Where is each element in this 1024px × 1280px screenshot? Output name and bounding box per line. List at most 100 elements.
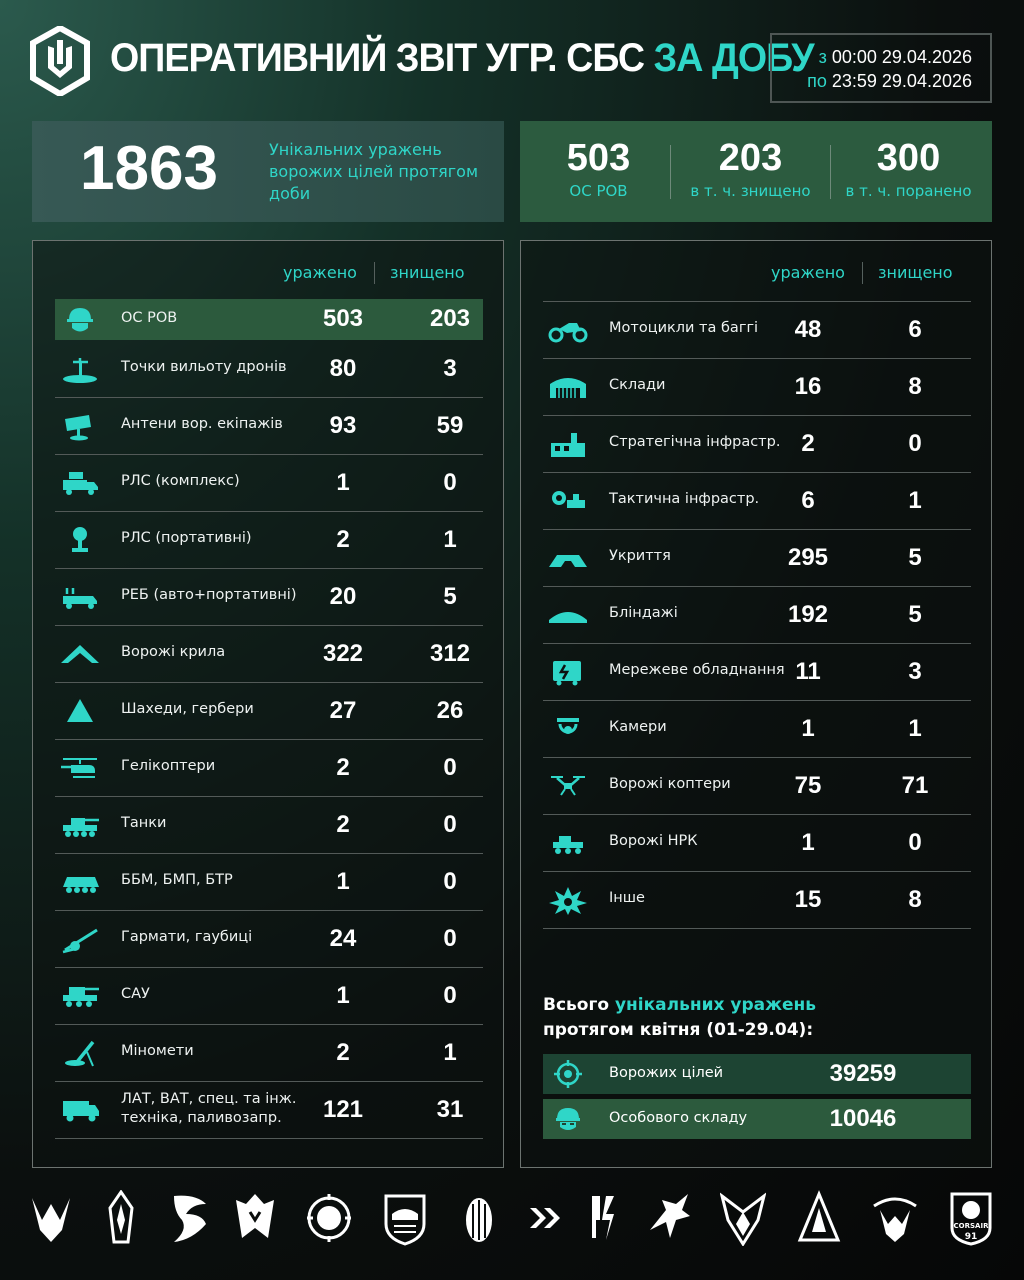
truck-icon: [59, 1095, 101, 1125]
destroyed-value: 0: [908, 829, 922, 856]
row-label: Гармати, гаубиці: [121, 929, 253, 945]
table-row: Мережеве обладнання 11 3: [543, 644, 971, 701]
row-label: Антени вор. екіпажів: [121, 416, 283, 432]
helicopter-icon: [59, 753, 101, 783]
hit-value: 16: [794, 373, 822, 400]
unit-emblem-13-icon: [872, 1190, 918, 1246]
table-row: Танки 2 0: [55, 797, 483, 854]
destroyed-value: 3: [908, 658, 922, 685]
total-label: Ворожих цілей: [609, 1065, 724, 1081]
unique-hits-value: 1863: [80, 134, 218, 203]
destroyed-value: 1: [908, 487, 922, 514]
destroyed-value: 0: [443, 868, 457, 895]
row-label: Інше: [609, 890, 645, 906]
table-row: Стратегічна інфрастр. 2 0: [543, 416, 971, 473]
table-row: Склади 16 8: [543, 359, 971, 416]
table-row: РЛС (комплекс) 1 0: [55, 455, 483, 512]
row-label: Ворожі НРК: [609, 833, 698, 849]
table-row: ОС РОВ 503 203: [55, 299, 483, 340]
dugout-icon: [547, 600, 589, 630]
row-label: РЕБ (авто+портативні): [121, 587, 297, 603]
table-row: Ворожі крила 322 312: [55, 626, 483, 683]
row-label: РЛС (портативні): [121, 530, 252, 546]
spg-icon: [59, 981, 101, 1011]
hit-value: 20: [329, 583, 357, 610]
destroyed-value: 71: [901, 772, 929, 799]
destroyed-value: 0: [443, 754, 457, 781]
destroyed-value: 5: [908, 601, 922, 628]
shelter-icon: [547, 543, 589, 573]
radar-truck-icon: [59, 468, 101, 498]
hit-value: 295: [787, 544, 829, 571]
table-row: Мотоцикли та баггі 48 6: [543, 302, 971, 359]
row-label: ЛАТ, ВАТ, спец. та інж. техніка, паливоз…: [121, 1091, 297, 1126]
row-label: Мережеве обладнання: [609, 662, 785, 678]
portable-radar-icon: [59, 525, 101, 555]
factory-icon: [547, 429, 589, 459]
gear-infrastructure-icon: [547, 486, 589, 516]
apc-icon: [59, 867, 101, 897]
total-value: 10046: [829, 1105, 897, 1132]
table-row: Камери 1 1: [543, 701, 971, 758]
row-label: Мотоцикли та баггі: [609, 320, 759, 336]
destroyed-value: 26: [436, 697, 464, 724]
table-row: Гармати, гаубиці 24 0: [55, 911, 483, 968]
monthly-totals-title: Всього унікальних уражень протягом квітн…: [543, 995, 817, 1040]
hit-value: 75: [794, 772, 822, 799]
howitzer-icon: [59, 924, 101, 954]
hit-value: 48: [794, 316, 822, 343]
table-row: Укриття 295 5: [543, 530, 971, 587]
hit-value: 93: [329, 412, 357, 439]
table-row: Бліндажі 192 5: [543, 587, 971, 644]
destroyed-value: 8: [908, 886, 922, 913]
period-to-label: по: [807, 71, 827, 91]
row-label: Міномети: [121, 1043, 194, 1059]
row-label: Камери: [609, 719, 667, 735]
table-row: РЕБ (авто+портативні) 20 5: [55, 569, 483, 626]
unit-emblem-11-icon: [719, 1190, 767, 1247]
hit-value: 1: [336, 469, 350, 496]
row-label: Тактична інфрастр.: [609, 491, 760, 507]
period-from: 00:00 29.04.2026: [831, 47, 972, 67]
destroyed-value: 5: [908, 544, 922, 571]
motorcycle-icon: [547, 315, 589, 345]
unit-emblem-4-icon: [232, 1190, 278, 1246]
stat-label: в т. ч. знищено: [690, 182, 811, 200]
row-label: Бліндажі: [609, 605, 678, 621]
unit-emblem-10-icon: [646, 1190, 692, 1246]
unit-emblems-footer: CORSAIR 91: [28, 1189, 996, 1247]
unit-emblem-14-icon: CORSAIR 91: [948, 1190, 994, 1246]
hit-value: 1: [336, 868, 350, 895]
period-to: 23:59 29.04.2026: [831, 71, 972, 91]
quadcopter-icon: [547, 771, 589, 801]
stat-wounded: 300 в т. ч. поранено: [830, 121, 987, 222]
hit-value: 2: [336, 811, 350, 838]
destroyed-value: 31: [436, 1096, 464, 1123]
row-label: ББМ, БМП, БТР: [121, 872, 233, 888]
unique-hits-summary: 1863 Унікальних уражень ворожих цілей пр…: [32, 121, 504, 222]
unit-emblem-12-icon: [796, 1190, 842, 1246]
table-row: РЛС (портативні) 2 1: [55, 512, 483, 569]
table-row: Міномети 2 1: [55, 1025, 483, 1082]
camera-icon: [547, 714, 589, 744]
soldier-helmet-icon: [553, 1105, 583, 1133]
table-row: Точки вильоту дронів 80 3: [55, 341, 483, 398]
ew-vehicle-icon: [59, 582, 101, 612]
network-equipment-icon: [547, 657, 589, 687]
ground-robot-icon: [547, 828, 589, 858]
unique-hits-caption: Унікальних уражень ворожих цілей протяго…: [269, 140, 479, 203]
row-label: Укриття: [609, 548, 671, 564]
unit-emblem-7-icon: [456, 1190, 502, 1246]
unit-emblem-2-icon: [98, 1189, 144, 1246]
total-personnel-row: Особового складу 10046: [543, 1099, 971, 1139]
unit-emblem-6-icon: [382, 1190, 428, 1246]
corsair-number: 91: [964, 1232, 978, 1242]
row-label: Гелікоптери: [121, 758, 216, 774]
destroyed-value: 3: [443, 355, 457, 382]
soldier-helmet-icon: [59, 305, 101, 335]
target-icon: [553, 1060, 583, 1088]
destroyed-value: 8: [908, 373, 922, 400]
row-label: РЛС (комплекс): [121, 473, 240, 489]
destroyed-value: 1: [908, 715, 922, 742]
row-label: САУ: [121, 986, 150, 1002]
